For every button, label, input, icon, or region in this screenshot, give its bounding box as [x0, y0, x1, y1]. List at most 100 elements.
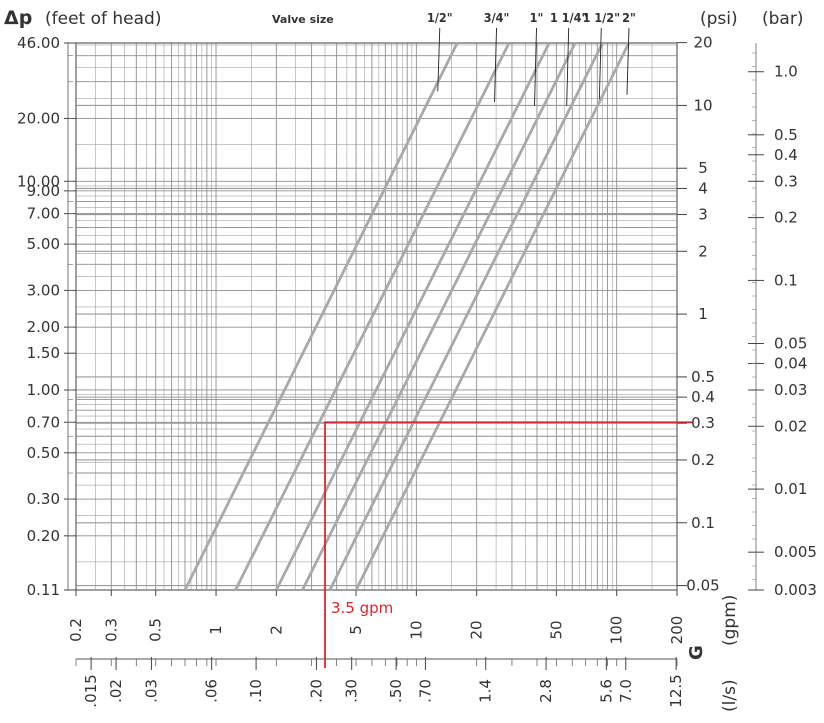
x-tick-label: 10 [407, 620, 425, 639]
series-line-4 [301, 42, 577, 591]
x-lower-tick-label: 5.6 [597, 679, 615, 703]
psi-tick-label: 0.5 [691, 368, 715, 386]
psi-tick-label: 4 [698, 179, 708, 197]
series-leader-2 [494, 27, 497, 102]
y-tick-label: 0.11 [27, 581, 60, 599]
x-lower-tick-label: 7.0 [617, 679, 635, 703]
series-label-4: 1 1/4" [550, 10, 587, 25]
bar-tick-label: 1.0 [774, 63, 798, 81]
series-line-6 [354, 42, 631, 591]
x-tick-label: 50 [547, 620, 565, 639]
y-axis-symbol: Δp [4, 7, 32, 29]
psi-tick-label: 0.4 [691, 388, 715, 406]
bar-tick-label: 0.1 [774, 271, 798, 289]
bar-tick-label: 0.01 [774, 480, 807, 498]
y-tick-label: 7.00 [27, 205, 60, 223]
psi-tick-label: 1 [698, 305, 708, 323]
series-label-1: 1/2" [427, 10, 453, 25]
psi-tick-label: 20 [693, 34, 712, 52]
x-lower-axis-unit-title: (l/s) [720, 679, 740, 712]
y-tick-label: 0.70 [27, 413, 60, 431]
series-layer: 1/2" 3/4" 1" 1 1/4"1 1/2" 2" [183, 10, 636, 591]
x-lower-tick-label: .06 [203, 679, 221, 703]
psi-tick-label: 0.05 [686, 577, 719, 595]
series-leader-5 [598, 27, 602, 102]
psi-tick-label: 10 [693, 96, 712, 114]
x-tick-label: 200 [668, 616, 686, 645]
series-label-3: 1" [530, 10, 544, 25]
bar-tick-label: 0.3 [774, 172, 798, 190]
x-lower-tick-label: 1.4 [477, 679, 495, 703]
x-axis-unit-title: (gpm) [720, 595, 740, 646]
series-line-2 [234, 42, 511, 591]
series-label-6: 2" [622, 10, 636, 25]
x-lower-tick-label: .50 [387, 679, 405, 703]
y-tick-label: 2.00 [27, 318, 60, 336]
x-tick-label: 0.5 [147, 618, 165, 642]
x-tick-label: 2 [267, 625, 285, 635]
psi-tick-label: 3 [698, 206, 708, 224]
x-lower-tick-label: .02 [107, 679, 125, 703]
x-lower-tick-label: .10 [247, 679, 265, 703]
bar-tick-label: 0.05 [774, 334, 807, 352]
series-label-2: 3/4" [484, 10, 510, 25]
flow-annotation-label: 3.5 gpm [331, 599, 393, 617]
y-tick-label: 1.50 [27, 344, 60, 362]
x-tick-label: 100 [608, 616, 626, 645]
series-leader-1 [437, 27, 441, 92]
x-lower-tick-label: .30 [343, 679, 361, 703]
bar-tick-label: 0.5 [774, 126, 798, 144]
series-line-5 [328, 42, 604, 591]
flow-marker-line [324, 421, 693, 668]
bar-tick-label: 0.003 [774, 581, 817, 599]
bar-tick-label: 0.2 [774, 209, 798, 227]
bar-tick-label: 0.4 [774, 146, 798, 164]
x-lower-tick-label: .015 [82, 674, 100, 707]
x-lower-tick-label: 12.5 [667, 674, 685, 707]
y-tick-label: 5.00 [27, 235, 60, 253]
marker-layer [324, 421, 693, 668]
series-leader-4 [566, 27, 570, 106]
psi-tick-label: 2 [698, 242, 708, 260]
y-tick-label: 0.20 [27, 527, 60, 545]
psi-axis-title: (psi) [700, 9, 738, 29]
x-tick-label: 0.3 [102, 618, 120, 642]
y-tick-label: 46.00 [17, 34, 60, 52]
psi-tick-label: 0.1 [691, 514, 715, 532]
bar-tick-label: 0.02 [774, 417, 807, 435]
bar-axis-title: (bar) [762, 9, 803, 29]
y-tick-label: 1.00 [27, 381, 60, 399]
x-tick-label: 0.2 [67, 618, 85, 642]
psi-tick-label: 5 [698, 159, 708, 177]
x-axis-symbol: G [686, 645, 707, 660]
series-line-1 [183, 42, 459, 591]
y-tick-label: 10.00 [17, 172, 60, 190]
x-lower-tick-label: .03 [142, 679, 160, 703]
valve-size-title: Valve size [272, 13, 334, 26]
y-tick-label: 20.00 [17, 109, 60, 127]
series-leader-3 [534, 27, 537, 106]
x-lower-tick-label: .20 [307, 679, 325, 703]
psi-tick-label: 0.3 [691, 414, 715, 432]
bar-tick-label: 0.005 [774, 543, 817, 561]
x-tick-label: 1 [207, 625, 225, 635]
series-leader-6 [626, 27, 630, 95]
x-lower-tick-label: .70 [416, 679, 434, 703]
bar-tick-label: 0.04 [774, 354, 807, 372]
y-tick-label: 0.30 [27, 490, 60, 508]
y-tick-label: 9.00 [27, 182, 60, 200]
psi-tick-label: 0.2 [691, 451, 715, 469]
bar-tick-label: 0.03 [774, 381, 807, 399]
series-line-3 [275, 42, 551, 591]
y-axis-unit-title: (feet of head) [45, 9, 161, 29]
x-tick-label: 20 [468, 620, 486, 639]
y-tick-label: 0.50 [27, 444, 60, 462]
axis-layer: 46.0020.0010.009.007.005.003.002.001.501… [17, 34, 817, 708]
x-tick-label: 5 [347, 625, 365, 635]
plot-border [75, 42, 678, 591]
y-tick-label: 3.00 [27, 281, 60, 299]
series-label-5: 1 1/2" [583, 10, 620, 25]
x-lower-tick-label: 2.8 [537, 679, 555, 703]
